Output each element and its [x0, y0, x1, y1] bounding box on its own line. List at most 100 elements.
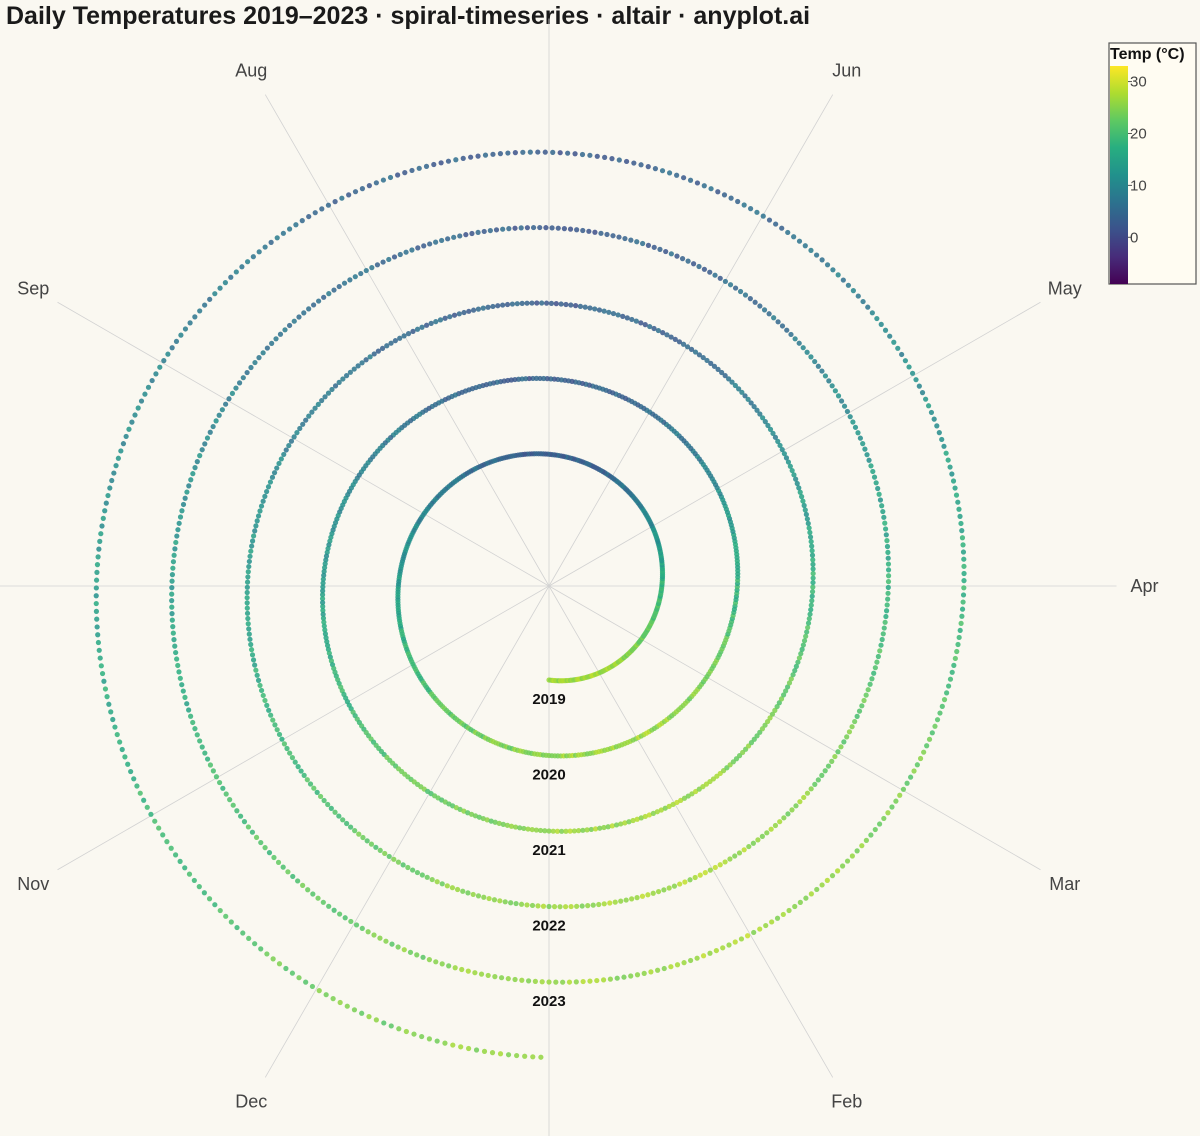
- data-point: [301, 772, 307, 779]
- data-point: [153, 371, 159, 377]
- data-point: [264, 345, 270, 351]
- data-point: [959, 606, 966, 612]
- data-point: [212, 902, 218, 908]
- data-point: [919, 390, 926, 396]
- data-point: [137, 790, 143, 796]
- data-point: [958, 520, 964, 527]
- data-point: [671, 883, 678, 889]
- data-point: [173, 338, 180, 345]
- data-point: [192, 726, 198, 732]
- data-point: [445, 158, 452, 164]
- data-point: [751, 736, 757, 742]
- data-point: [210, 423, 216, 430]
- data-point: [850, 288, 856, 294]
- data-point: [358, 270, 364, 277]
- data-point: [234, 808, 240, 814]
- data-point: [913, 377, 919, 383]
- data-point: [295, 878, 301, 884]
- data-point: [485, 972, 491, 979]
- data-point: [551, 904, 558, 910]
- data-point: [251, 533, 257, 539]
- data-point: [793, 476, 799, 482]
- data-point: [897, 792, 903, 798]
- data-point: [339, 195, 345, 201]
- data-point: [679, 256, 686, 262]
- data-point: [521, 825, 527, 832]
- data-point: [118, 448, 124, 454]
- data-point: [579, 151, 586, 158]
- data-point: [610, 233, 616, 239]
- data-point: [567, 828, 573, 834]
- data-point: [590, 902, 596, 908]
- data-point: [321, 797, 327, 804]
- data-point: [757, 303, 763, 309]
- data-point: [592, 306, 598, 312]
- data-point: [557, 904, 563, 910]
- data-point: [650, 890, 656, 896]
- data-point: [587, 978, 593, 984]
- data-point: [666, 170, 673, 176]
- data-point: [256, 355, 262, 361]
- data-point: [612, 899, 618, 905]
- data-point: [672, 336, 678, 343]
- data-point: [439, 961, 445, 967]
- data-point: [245, 574, 251, 580]
- data-point: [248, 364, 254, 371]
- data-point: [582, 304, 588, 310]
- data-point: [186, 483, 192, 489]
- data-point: [192, 465, 198, 471]
- data-point: [585, 903, 591, 909]
- data-point: [796, 340, 802, 346]
- data-point: [571, 828, 577, 834]
- data-point: [576, 828, 582, 834]
- data-point: [132, 412, 138, 418]
- data-point: [169, 598, 175, 604]
- data-point: [447, 314, 453, 320]
- data-point: [840, 277, 846, 283]
- data-point: [212, 291, 218, 297]
- data-point: [681, 175, 687, 181]
- data-point: [125, 761, 131, 767]
- data-point: [879, 636, 885, 643]
- data-point: [579, 903, 585, 909]
- data-point: [222, 280, 228, 286]
- data-point: [129, 419, 135, 425]
- data-point: [774, 915, 781, 921]
- data-point: [131, 776, 137, 782]
- data-point: [869, 310, 875, 316]
- data-point: [194, 732, 200, 738]
- data-point: [766, 311, 772, 317]
- data-point: [265, 484, 272, 490]
- data-point: [694, 180, 701, 186]
- data-point: [947, 676, 954, 682]
- data-point: [115, 455, 121, 461]
- data-point: [604, 231, 610, 238]
- data-point: [98, 531, 104, 537]
- data-point: [784, 327, 790, 333]
- data-point: [175, 662, 181, 669]
- data-point: [169, 611, 175, 617]
- data-point: [149, 377, 155, 384]
- data-point: [281, 451, 287, 458]
- data-point: [103, 500, 109, 506]
- data-point: [713, 947, 719, 954]
- data-point: [343, 373, 350, 379]
- data-point: [783, 455, 790, 461]
- data-point: [810, 561, 816, 567]
- data-point: [872, 665, 878, 671]
- data-point: [553, 979, 559, 985]
- legend-title: Temp (°C): [1110, 46, 1185, 63]
- data-point: [568, 302, 574, 308]
- legend-tick-label: 30: [1130, 74, 1147, 91]
- data-point: [796, 485, 802, 491]
- data-point: [377, 935, 383, 941]
- data-point: [835, 272, 841, 278]
- data-point: [775, 438, 781, 444]
- data-point: [880, 508, 886, 515]
- data-point: [311, 302, 317, 308]
- data-point: [337, 911, 343, 917]
- data-point: [482, 152, 489, 158]
- data-point: [423, 163, 430, 169]
- data-point: [192, 314, 198, 320]
- data-point: [616, 157, 622, 163]
